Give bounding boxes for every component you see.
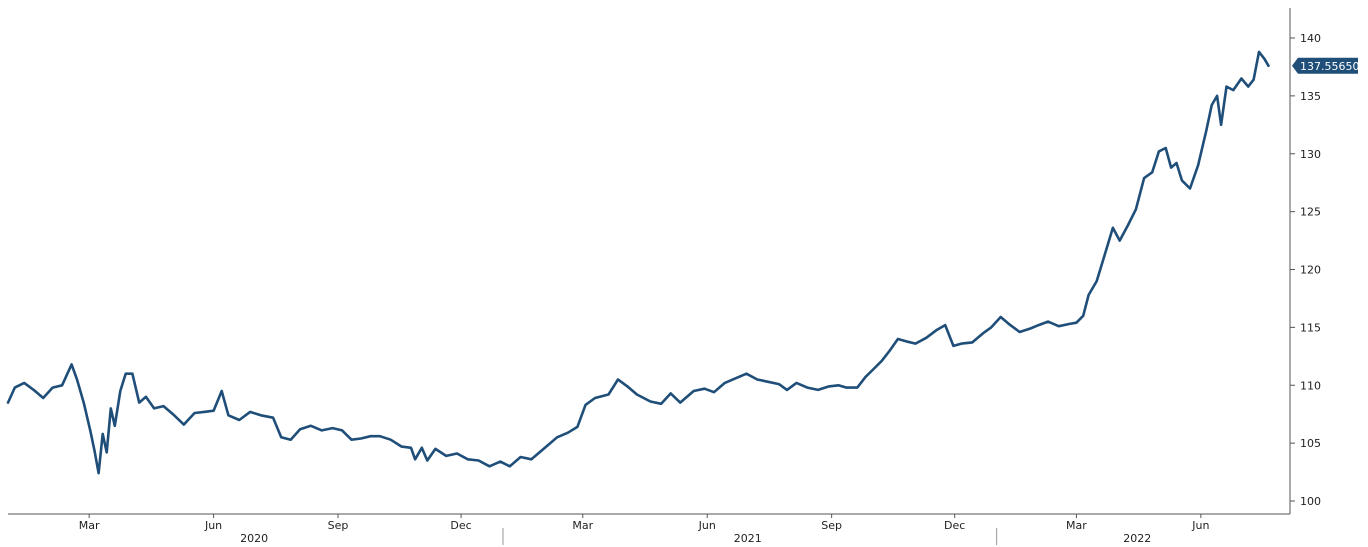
x-tick-label: Dec xyxy=(450,519,471,532)
x-axis: Mar Jun Sep Dec Mar Jun Sep Dec Mar Jun 2020 2021 20… xyxy=(8,513,1290,545)
x-tick-label: Sep xyxy=(821,519,842,532)
x-tick-label: Sep xyxy=(328,519,349,532)
y-tick-label: 115 xyxy=(1300,321,1321,334)
x-tick-label: Mar xyxy=(572,519,593,532)
series-line xyxy=(6,50,1270,475)
series-layer xyxy=(6,50,1270,475)
y-tick-label: 125 xyxy=(1300,206,1321,219)
last-value-label: 137.55650 xyxy=(1300,60,1360,73)
last-value-badge-bg xyxy=(1292,57,1358,74)
y-tick-label: 105 xyxy=(1300,437,1321,450)
x-tick-label: Mar xyxy=(79,519,100,532)
y-tick-label: 130 xyxy=(1300,148,1321,161)
y-tick-label: 100 xyxy=(1300,495,1321,508)
y-tick-label: 135 xyxy=(1300,90,1321,103)
x-tick-label: Jun xyxy=(204,519,222,532)
x-tick-label: Dec xyxy=(944,519,965,532)
last-value-badge: 137.55650 xyxy=(1292,57,1360,74)
x-year-label: 2020 xyxy=(240,532,268,545)
y-tick-label: 110 xyxy=(1300,379,1321,392)
x-year-label: 2022 xyxy=(1123,532,1151,545)
x-tick-label: Jun xyxy=(1191,519,1209,532)
x-tick-label: Jun xyxy=(698,519,716,532)
x-tick-label: Mar xyxy=(1066,519,1087,532)
y-tick-label: 140 xyxy=(1300,32,1321,45)
x-year-label: 2021 xyxy=(734,532,762,545)
y-axis: 100 105 110 115 120 125 130 135 140 xyxy=(1289,8,1321,514)
y-tick-label: 120 xyxy=(1300,264,1321,277)
